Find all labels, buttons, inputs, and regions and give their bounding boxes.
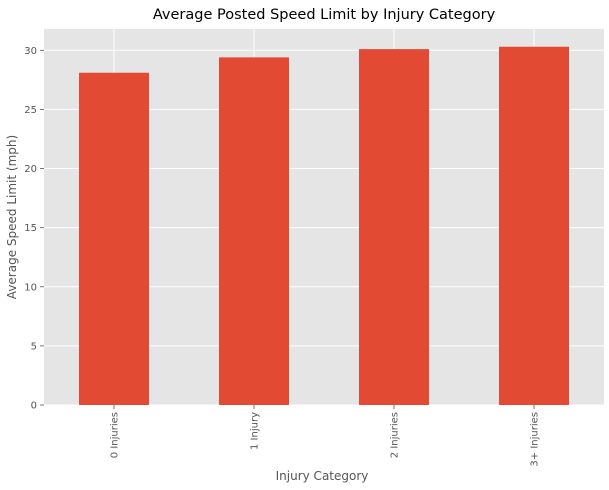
y-axis-ticks: 0 5 10 15 20 25 30 (24, 46, 44, 412)
y-tick-label: 5 (31, 341, 37, 352)
x-tick-label: 0 Injuries (110, 412, 121, 458)
y-tick-label: 30 (24, 46, 37, 57)
y-tick-label: 0 (31, 401, 37, 412)
bar-0-injuries (79, 72, 149, 406)
x-tick-label: 2 Injuries (390, 412, 401, 458)
x-tick-label: 3+ Injuries (530, 412, 541, 467)
x-axis-ticks: 0 Injuries 1 Injury 2 Injuries 3+ Injuries (110, 405, 541, 467)
y-tick-label: 25 (24, 105, 37, 116)
y-axis-label: Average Speed Limit (mph) (5, 135, 19, 299)
y-tick-label: 15 (24, 223, 37, 234)
bars (79, 46, 569, 406)
bar-1-injury (219, 57, 289, 406)
x-tick-label: 1 Injury (250, 412, 261, 450)
x-axis-label: Injury Category (276, 469, 369, 483)
y-tick-label: 10 (24, 282, 37, 293)
y-tick-label: 20 (24, 164, 37, 175)
bar-2-injuries (359, 49, 429, 406)
chart-title: Average Posted Speed Limit by Injury Cat… (153, 7, 496, 23)
bar-3-injuries (499, 46, 569, 406)
